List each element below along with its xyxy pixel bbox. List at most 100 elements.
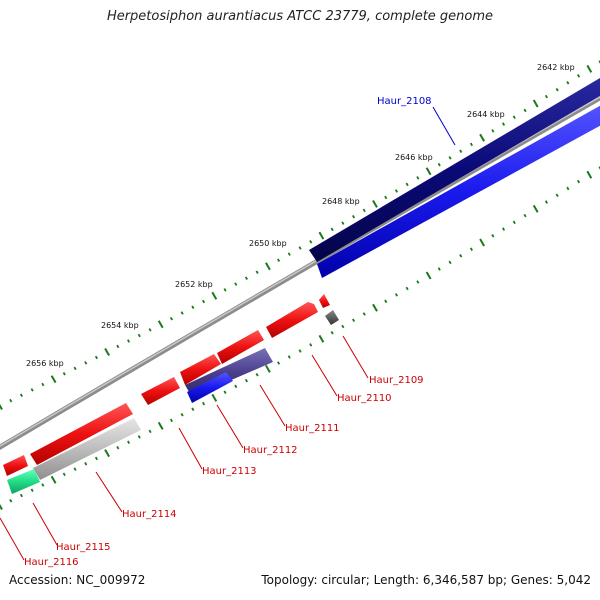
scale-label-2656: 2656 kbp	[26, 359, 64, 368]
callout-lines	[0, 106, 456, 561]
scale-tick-mark	[341, 324, 345, 329]
scale-tick-mark	[309, 240, 313, 244]
map-title: Herpetosiphon aurantiacus ATCC 23779, co…	[106, 9, 494, 24]
scale-tick-mark	[330, 330, 334, 335]
gene-label-haur-2116[interactable]: Haur_2116	[24, 557, 79, 568]
gene-haur-2110-bar[interactable]	[266, 302, 318, 338]
scale-tick-mark	[384, 195, 388, 200]
scale-tick-mark	[50, 375, 57, 384]
scale-tick-mark	[405, 286, 409, 291]
scale-tick-mark	[223, 288, 227, 292]
scale-tick-mark	[384, 299, 388, 304]
scale-tick-mark	[0, 403, 3, 410]
scale-tick-mark	[116, 445, 120, 450]
gene-haur-2109-grey-bar[interactable]	[325, 310, 339, 325]
scale-tick-mark	[372, 199, 378, 208]
gene-labels: Haur_2108 Haur_2109 Haur_2110 Haur_2111 …	[24, 96, 432, 568]
scale-tick-mark	[62, 472, 66, 477]
scale-tick-mark	[341, 221, 345, 225]
scale-tick-mark	[416, 176, 420, 180]
accession-text: Accession: NC_009972	[9, 573, 146, 587]
gene-haur-2112-bar[interactable]	[180, 354, 221, 385]
gene-haur-2108-blast-bar[interactable]	[317, 103, 600, 278]
scale-tick-mark	[425, 167, 432, 176]
gene-label-haur-2110[interactable]: Haur_2110	[337, 393, 392, 404]
scale-tick-mark	[180, 311, 184, 315]
scale-label-2648: 2648 kbp	[322, 197, 360, 206]
scale-tick-mark	[459, 149, 463, 153]
gene-haur-2109-bar[interactable]	[319, 294, 330, 308]
callout-line-2116	[0, 517, 25, 561]
scale-label-2650: 2650 kbp	[249, 239, 287, 248]
scale-tick-mark	[255, 270, 259, 274]
callout-line-2110	[311, 354, 338, 397]
scale-tick-mark	[459, 254, 463, 258]
scale-tick-mark	[191, 407, 195, 411]
gene-haur-2115-green-bar[interactable]	[7, 469, 40, 494]
scale-tick-mark	[479, 238, 485, 247]
scale-label-2652: 2652 kbp	[175, 280, 213, 289]
scale-label-2654: 2654 kbp	[101, 321, 139, 330]
scale-tick-mark	[502, 122, 506, 126]
scale-tick-mark	[9, 398, 13, 403]
gene-haur-2112-blue-bar[interactable]	[187, 372, 233, 403]
gene-label-haur-2115[interactable]: Haur_2115	[56, 542, 111, 553]
scale-tick-mark	[202, 299, 206, 304]
scale-tick-mark	[544, 200, 548, 204]
scale-tick-mark	[309, 343, 313, 347]
scale-tick-mark	[566, 81, 570, 85]
scale-tick-mark	[104, 449, 110, 458]
scale-tick-mark	[180, 413, 184, 417]
scale-tick-mark	[416, 280, 420, 284]
scale-tick-mark	[555, 87, 559, 92]
gene-label-haur-2109[interactable]: Haur_2109	[369, 375, 424, 386]
scale-tick-mark	[372, 303, 378, 312]
scale-ticks	[0, 60, 600, 510]
scale-tick-mark	[169, 418, 173, 423]
scale-tick-mark	[287, 252, 291, 256]
gene-label-haur-2113[interactable]: Haur_2113	[202, 466, 257, 477]
scale-tick-mark	[544, 94, 548, 99]
scale-tick-mark	[19, 393, 23, 398]
scale-labels: 2642 kbp 2644 kbp 2646 kbp 2648 kbp 2650…	[26, 63, 575, 368]
gene-haur-2108-bar[interactable]	[309, 75, 600, 262]
gene-label-haur-2111[interactable]: Haur_2111	[285, 423, 340, 434]
gene-label-haur-2108[interactable]: Haur_2108	[377, 96, 432, 107]
scale-tick-mark	[469, 142, 473, 147]
scale-tick-mark	[157, 421, 164, 430]
scale-tick-mark	[394, 189, 398, 193]
scale-tick-mark	[19, 493, 23, 498]
scale-tick-mark	[127, 339, 131, 343]
scale-tick-mark	[287, 355, 291, 359]
callout-line-2108	[432, 106, 456, 146]
gene-haur-2111-bar[interactable]	[217, 330, 264, 364]
scale-tick-mark	[137, 333, 141, 338]
scale-tick-mark	[469, 247, 473, 251]
genome-summary-text: Topology: circular; Length: 6,346,587 bp…	[261, 573, 591, 587]
scale-tick-mark	[191, 305, 195, 310]
scale-tick-mark	[298, 349, 302, 353]
scale-tick-mark	[491, 234, 495, 238]
scale-tick-mark	[512, 115, 516, 119]
scale-tick-mark	[352, 318, 356, 323]
gene-haur-2114-grey-bar[interactable]	[33, 418, 141, 480]
gene-label-haur-2114[interactable]: Haur_2114	[122, 509, 177, 520]
scale-label-2646: 2646 kbp	[395, 153, 433, 162]
scale-tick-mark	[265, 364, 271, 373]
callout-line-2115	[32, 502, 58, 546]
scale-tick-mark	[234, 384, 238, 389]
gene-label-haur-2112[interactable]: Haur_2112	[243, 445, 298, 456]
scale-tick-mark	[223, 390, 227, 394]
gene-haur-2113-bar[interactable]	[141, 377, 180, 405]
scale-tick-mark	[116, 344, 120, 349]
scale-tick-mark	[137, 435, 141, 439]
gene-haur-2114-bar[interactable]	[30, 403, 133, 465]
scale-tick-mark	[318, 334, 325, 343]
scale-tick-mark	[104, 348, 110, 356]
scale-tick-mark	[41, 483, 45, 487]
scale-tick-mark	[523, 213, 527, 218]
scale-tick-mark	[330, 227, 334, 232]
gene-haur-2116-bar[interactable]	[3, 455, 28, 476]
genome-backbone	[0, 94, 600, 450]
